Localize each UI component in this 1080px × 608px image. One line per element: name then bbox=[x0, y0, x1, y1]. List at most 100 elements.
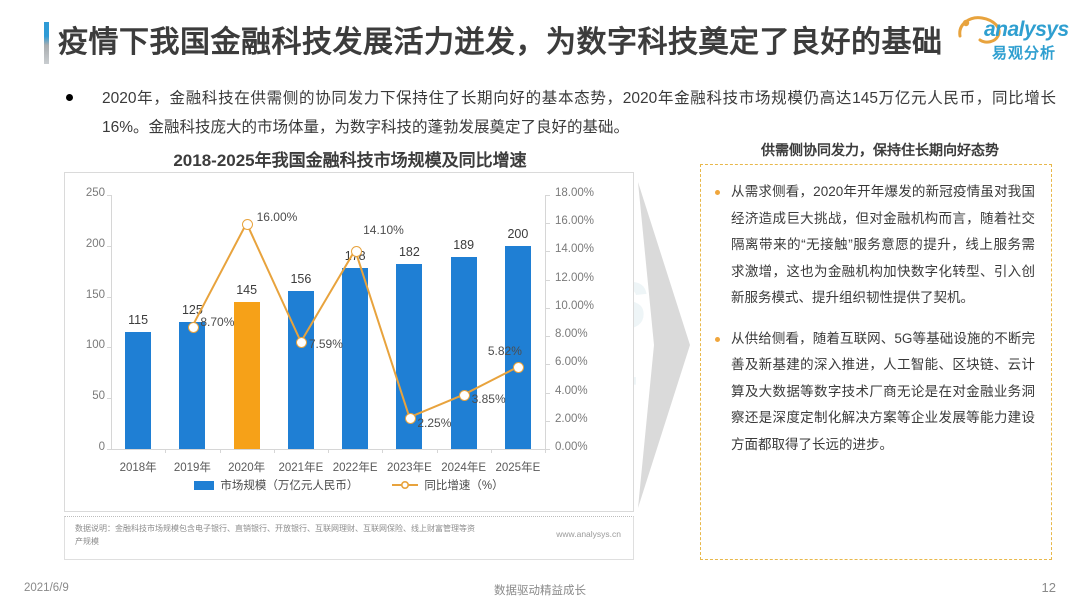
y2-axis-tick-label: 0.00% bbox=[555, 441, 588, 453]
y2-axis-tick-label: 8.00% bbox=[555, 328, 588, 341]
legend-swatch-bar-icon bbox=[194, 480, 215, 490]
y2-axis-tick-label: 10.00% bbox=[555, 299, 595, 312]
chart-bar bbox=[233, 301, 260, 449]
chart-line-value-label: 16.00% bbox=[256, 210, 298, 225]
chart-bar-value-label: 182 bbox=[398, 245, 420, 260]
lead-paragraph: 2020年，金融科技在供需侧的协同发力下保持住了长期向好的基本态势，2020年金… bbox=[66, 84, 1056, 142]
y-axis-tick-label: 100 bbox=[85, 339, 105, 352]
logo-swirl-icon bbox=[958, 16, 1001, 44]
x-axis-tick bbox=[219, 449, 221, 453]
chart-container: 0 50 100 150 200 250 0.00% 2.00% 4.00% 6.00% 8.00%… bbox=[64, 172, 634, 512]
y2-axis-tick bbox=[546, 449, 550, 450]
y-axis-tick-label: 200 bbox=[85, 237, 105, 250]
x-axis-tick-label: 2021年E bbox=[278, 462, 324, 474]
panel-item-text: 从需求侧看，2020年开年爆发的新冠疫情虽对我国经济造成巨大挑战，但对金融机构而… bbox=[731, 184, 1035, 305]
x-axis-tick-label: 2020年 bbox=[228, 462, 266, 474]
y2-axis-tick-label: 16.00% bbox=[555, 215, 595, 228]
chart-title: 2018-2025年我国金融科技市场规模及同比增速 bbox=[173, 151, 527, 170]
chart-line-value-label: 2.25% bbox=[417, 416, 452, 431]
chart-line-marker bbox=[242, 218, 254, 230]
x-axis-tick-label: 2025年E bbox=[495, 462, 541, 474]
page-footer: 2021/6/9 数据驱动精益成长 12 bbox=[0, 574, 1080, 608]
chart-line-value-label: 3.85% bbox=[471, 391, 506, 406]
x-axis-tick bbox=[165, 449, 167, 453]
x-axis-tick bbox=[436, 449, 438, 453]
page-title: 疫情下我国金融科技发展活力迸发，为数字科技奠定了良好的基础 bbox=[58, 26, 943, 59]
y2-axis-tick bbox=[546, 223, 550, 225]
y2-axis-tick bbox=[546, 336, 550, 338]
chart-bar-value-label: 189 bbox=[453, 237, 475, 252]
chart-line-marker bbox=[187, 321, 199, 333]
y2-axis-tick bbox=[546, 364, 550, 366]
chart-note-url: www.analysys.cn bbox=[556, 529, 621, 539]
y2-axis-tick-label: 2.00% bbox=[555, 412, 588, 425]
y2-axis-tick bbox=[546, 307, 550, 309]
chart-line-series bbox=[191, 220, 519, 419]
y2-axis-tick-label: 6.00% bbox=[555, 356, 588, 369]
y-axis-tick-label: 0 bbox=[98, 441, 105, 453]
chart-y2-axis bbox=[545, 195, 546, 449]
footer-page-number: 12 bbox=[1041, 580, 1056, 595]
y-axis-tick bbox=[107, 347, 111, 349]
x-axis-tick-label: 2024年E bbox=[441, 462, 486, 474]
insight-panel: 从需求侧看，2020年开年爆发的新冠疫情虽对我国经济造成巨大挑战，但对金融机构而… bbox=[700, 164, 1052, 560]
logo-text-zh: 易观分析 bbox=[992, 45, 1057, 62]
panel-heading: 供需侧协同发力，保持住长期向好态势 bbox=[761, 142, 999, 158]
y2-axis-tick bbox=[546, 420, 550, 422]
chart-line-marker bbox=[459, 390, 471, 402]
legend-item-bar: 市场规模（万亿元人民币） bbox=[194, 477, 358, 493]
analysys-logo: analysys 易观分析 bbox=[954, 8, 1072, 66]
footer-date: 2021/6/9 bbox=[24, 582, 69, 594]
y2-axis-tick bbox=[546, 392, 550, 394]
legend-item-line: 同比增速（%） bbox=[392, 477, 504, 493]
x-axis-tick-label: 2018年 bbox=[119, 462, 157, 474]
chart-line-marker bbox=[513, 362, 525, 374]
chart-bar bbox=[287, 290, 314, 449]
panel-item: 从供给侧看，随着互联网、5G等基础设施的不断完善及新基建的深入推进，人工智能、区… bbox=[715, 326, 1035, 459]
panel-bullet-icon bbox=[715, 190, 720, 195]
chart-bar-value-label: 200 bbox=[507, 226, 529, 241]
chart-bar-value-label: 156 bbox=[290, 271, 312, 286]
y2-axis-tick bbox=[546, 251, 550, 253]
x-axis-tick-label: 2022年E bbox=[332, 462, 378, 474]
chart-line-marker bbox=[404, 412, 416, 424]
chart-bar bbox=[450, 256, 477, 449]
lead-paragraph-text: 2020年，金融科技在供需侧的协同发力下保持住了长期向好的基本态势，2020年金… bbox=[102, 90, 1056, 136]
chart-bar bbox=[342, 268, 369, 449]
chart-line-value-label: 14.10% bbox=[363, 223, 404, 238]
y-axis-tick bbox=[107, 398, 111, 400]
chart-bar-value-label: 145 bbox=[236, 282, 258, 297]
chart-line-marker bbox=[350, 245, 362, 257]
chart-plot-area: 0 50 100 150 200 250 0.00% 2.00% 4.00% 6.00% 8.00%… bbox=[65, 173, 633, 511]
panel-bullet-icon bbox=[715, 336, 720, 342]
y2-axis-tick bbox=[546, 279, 550, 281]
y-axis-tick-label: 250 bbox=[85, 187, 105, 199]
chart-note-text: 数据说明：金融科技市场规模包含电子银行、直销银行、开放银行、互联网理财、互联网保… bbox=[75, 524, 475, 546]
y-axis-tick bbox=[107, 449, 111, 450]
logo-text-en: analysys bbox=[984, 18, 1069, 41]
y-axis-tick-label: 50 bbox=[92, 390, 105, 403]
y2-axis-tick-label: 12.00% bbox=[555, 271, 595, 284]
chart-line-marker bbox=[296, 337, 308, 349]
chart-line-value-label: 7.59% bbox=[308, 336, 343, 351]
y-axis-tick bbox=[107, 195, 111, 196]
y-axis-tick bbox=[107, 245, 111, 247]
legend-label-bar: 市场规模（万亿元人民币） bbox=[220, 480, 359, 492]
footer-slogan: 数据驱动精益成长 bbox=[494, 585, 586, 597]
chart-bar bbox=[504, 245, 531, 449]
panel-item-text: 从供给侧看，随着互联网、5G等基础设施的不断完善及新基建的深入推进，人工智能、区… bbox=[731, 330, 1035, 452]
chart-line-value-label: 8.70% bbox=[200, 315, 235, 330]
x-axis-tick-label: 2019年 bbox=[173, 462, 211, 474]
chart-note-box: 数据说明：金融科技市场规模包含电子银行、直销银行、开放银行、互联网理财、互联网保… bbox=[64, 516, 634, 560]
x-axis-tick bbox=[490, 449, 492, 453]
chart-y-axis bbox=[111, 195, 112, 449]
y-axis-tick bbox=[107, 296, 111, 298]
chart-bar-value-label: 125 bbox=[181, 303, 203, 317]
x-axis-tick bbox=[545, 449, 546, 453]
page-header: 疫情下我国金融科技发展活力迸发，为数字科技奠定了良好的基础 analysys 易… bbox=[0, 0, 1080, 78]
legend-swatch-line-icon bbox=[392, 480, 419, 490]
y2-axis-tick bbox=[546, 195, 550, 196]
y2-axis-tick-label: 14.00% bbox=[555, 243, 595, 256]
x-axis-tick bbox=[382, 449, 384, 453]
y-axis-tick-label: 150 bbox=[85, 288, 105, 301]
